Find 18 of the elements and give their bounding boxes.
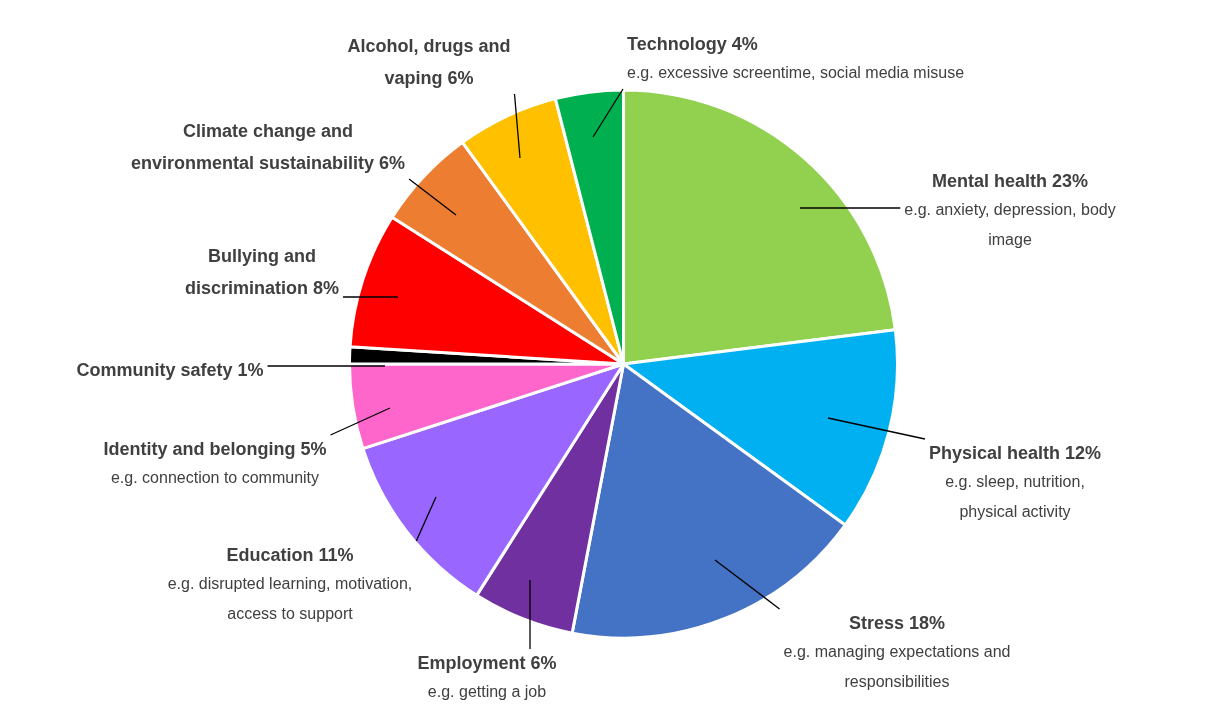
text: e.g. connection to community	[110, 469, 320, 487]
text: e.g. sleep, nutrition, physical activity	[945, 473, 1085, 521]
text: e.g. managing expectations and responsibilities	[783, 643, 1011, 691]
slice-label: Employment 6%	[417, 652, 557, 673]
slice-label: Community safety 1%	[76, 359, 264, 380]
slice-label: Physical health 12%	[928, 442, 1102, 463]
text: e.g. excessive screentime, social media misuse	[627, 64, 965, 82]
slice-label: Alcohol, drugs and vaping 6%	[347, 35, 511, 88]
slice-label: Education 11%	[226, 544, 354, 565]
slice-label: Climate change and environmental sustainability 6%	[130, 120, 406, 173]
text: e.g. disrupted learning, motivation, access to support	[167, 575, 413, 623]
text: e.g. getting a job	[427, 683, 547, 701]
slice-label: Technology 4%	[627, 33, 758, 54]
slice-label: Bullying and discrimination 8%	[184, 245, 340, 298]
text: e.g. anxiety, depression, body image	[904, 201, 1116, 249]
slice-label: Stress 18%	[848, 612, 946, 633]
slice-label: Mental health 23%	[931, 170, 1089, 191]
slice-label: Identity and belonging 5%	[103, 438, 327, 459]
